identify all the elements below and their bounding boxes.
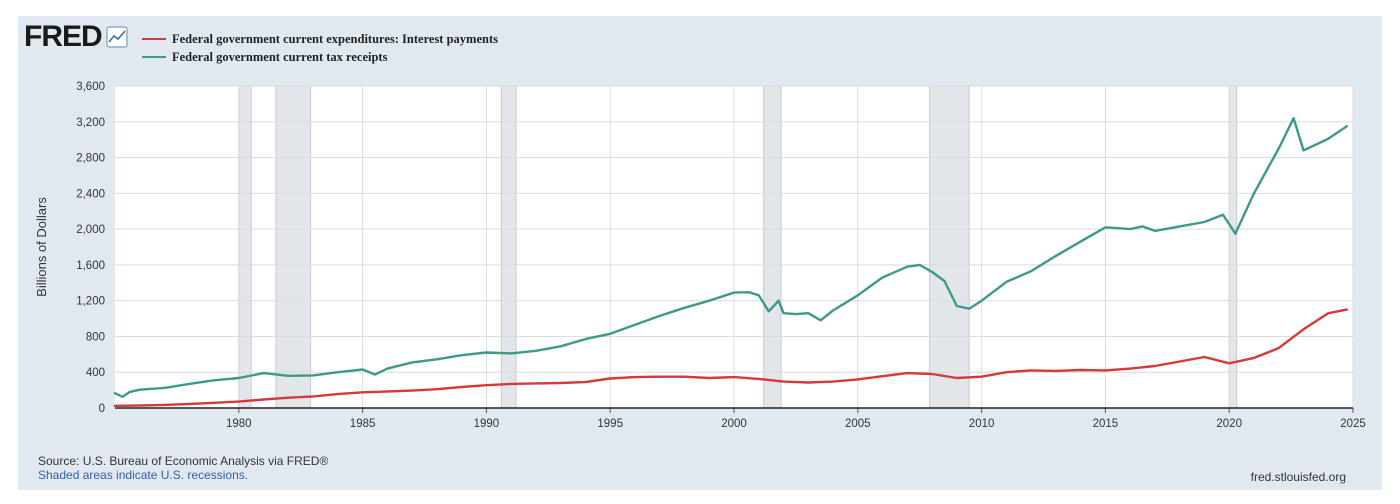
x-tick-label: 2010 — [969, 418, 995, 430]
recession-band — [763, 85, 782, 409]
y-axis-label: Billions of Dollars — [34, 197, 49, 297]
y-tick-label: 3,200 — [76, 117, 105, 129]
recession-band — [238, 85, 252, 409]
series-line-interest-payments — [113, 308, 1349, 407]
x-tick-label: 2015 — [1093, 418, 1119, 430]
legend: Federal government current expenditures:… — [142, 30, 498, 66]
y-tick-label: 1,200 — [76, 296, 105, 308]
y-tick-label: 0 — [99, 403, 105, 415]
x-tick-label: 2005 — [845, 418, 871, 430]
recession-band — [929, 85, 970, 409]
x-tick-label: 1995 — [597, 418, 623, 430]
y-tick-label: 400 — [86, 367, 105, 379]
legend-swatch-tax — [142, 55, 166, 59]
x-tick-label: 2000 — [721, 418, 747, 430]
fred-logo-text: FRED — [24, 20, 103, 53]
legend-item-interest: Federal government current expenditures:… — [142, 30, 498, 48]
y-tick-label: 2,000 — [76, 224, 105, 236]
legend-swatch-interest — [142, 37, 166, 41]
x-tick-label: 2020 — [1216, 418, 1242, 430]
site-url[interactable]: fred.stlouisfed.org — [1250, 470, 1346, 484]
recession-band — [1228, 85, 1238, 409]
y-tick-label: 2,400 — [76, 188, 105, 200]
x-tick-label: 2025 — [1340, 418, 1366, 430]
y-tick-label: 2,800 — [76, 153, 105, 165]
source-note: Source: U.S. Bureau of Economic Analysis… — [38, 454, 329, 468]
recession-band — [500, 85, 517, 409]
chart-panel: FRED Federal government current expendit… — [18, 16, 1382, 490]
x-tick-label: 1980 — [226, 418, 252, 430]
x-tick-label: 1985 — [350, 418, 376, 430]
chart-line-icon — [106, 26, 128, 48]
legend-label-interest: Federal government current expenditures:… — [172, 31, 498, 46]
y-tick-label: 3,600 — [76, 81, 105, 93]
series-line-tax-receipts — [113, 116, 1349, 398]
recession-note: Shaded areas indicate U.S. recessions. — [38, 468, 249, 482]
legend-item-tax: Federal government current tax receipts — [142, 48, 498, 66]
x-tick-label: 1990 — [474, 418, 500, 430]
fred-logo[interactable]: FRED — [24, 22, 128, 52]
line-chart: 0 400 800 1,200 1,600 2,000 2,400 2,800 3,200 3,6… — [34, 81, 1366, 430]
recession-band — [275, 85, 312, 409]
legend-label-tax: Federal government current tax receipts — [172, 49, 388, 64]
y-tick-label: 1,600 — [76, 260, 105, 272]
y-tick-label: 800 — [86, 331, 105, 343]
